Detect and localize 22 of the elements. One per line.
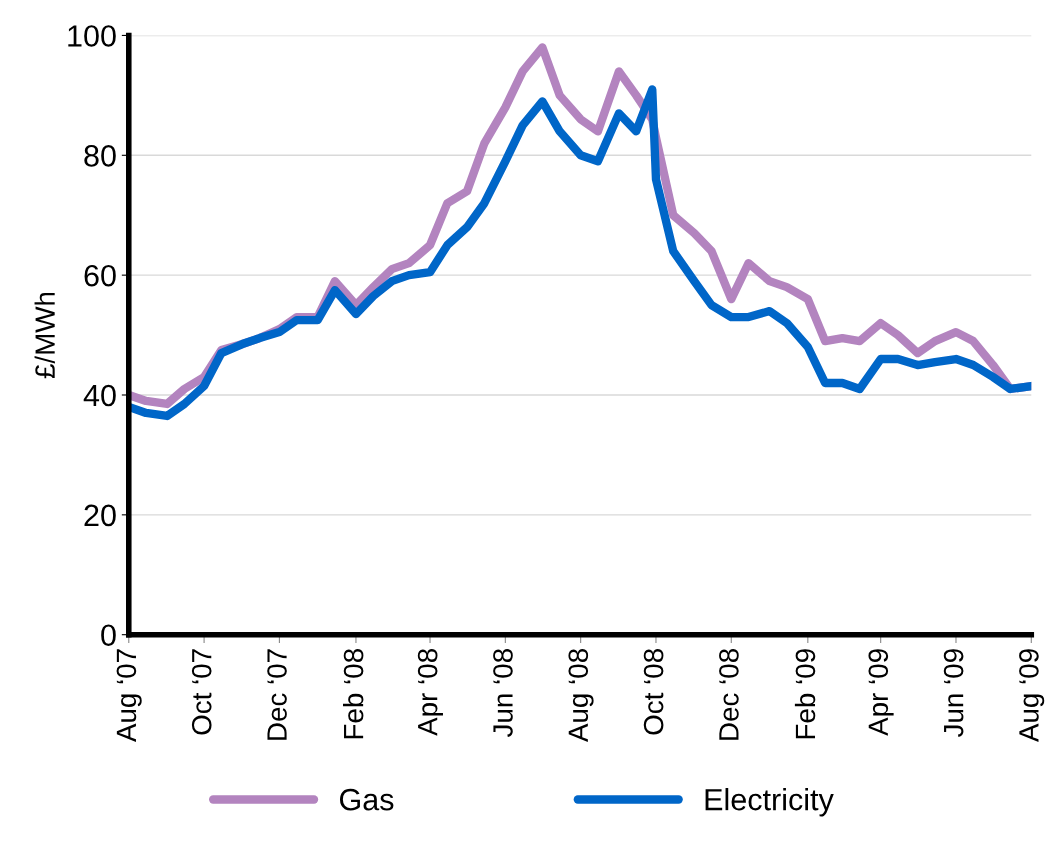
legend-label: Gas [339, 788, 394, 811]
x-tick-label: Aug ‘08 [568, 649, 594, 743]
y-tick-label: 40 [83, 384, 116, 407]
y-tick-label: 100 [68, 25, 116, 47]
x-tick-label: Aug ‘07 [116, 649, 142, 743]
y-tick-label: 80 [84, 145, 116, 167]
x-tick-label: Oct ‘08 [643, 649, 664, 735]
x-tick-label: Feb ‘08 [343, 649, 364, 739]
x-tick-label: Apr ‘08 [417, 649, 443, 736]
x-tick-label: Jun ‘09 [943, 649, 964, 738]
y-tick-label: 60 [84, 264, 116, 287]
x-tick-label: Apr ‘09 [868, 649, 894, 736]
x-tick-label: Jun ‘08 [493, 649, 513, 738]
y-tick-label: 20 [84, 504, 116, 527]
x-tick-label: Aug ‘09 [1019, 649, 1045, 743]
x-tick-label: Feb ‘09 [794, 649, 816, 739]
x-tick-label: Dec ‘08 [719, 649, 739, 740]
y-tick-label: 0 [101, 624, 116, 647]
legend-label: Electricity [705, 788, 834, 817]
x-tick-label: Dec ‘07 [267, 649, 287, 740]
y-axis-title: £/MWh [34, 292, 55, 379]
x-tick-label: Oct ‘07 [191, 649, 212, 735]
